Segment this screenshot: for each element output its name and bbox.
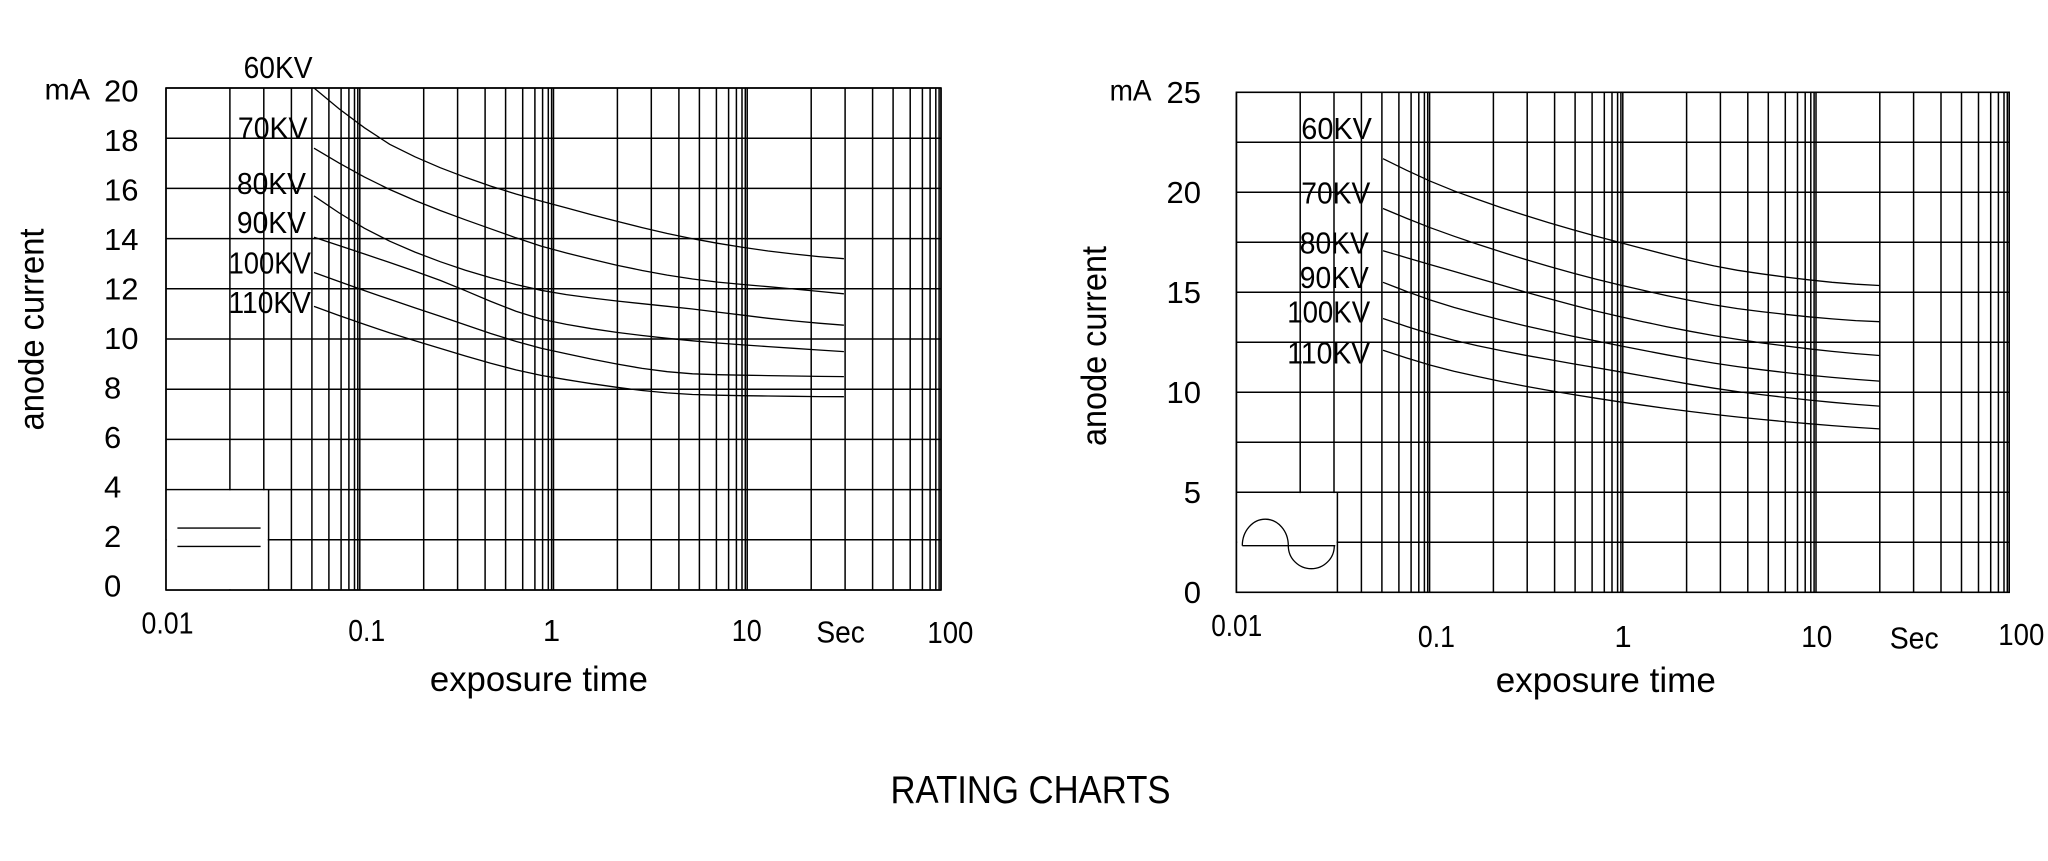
svg-text:80KV: 80KV [1300, 226, 1369, 261]
svg-text:anode current: anode current [12, 228, 52, 430]
svg-text:1: 1 [1614, 619, 1631, 654]
svg-text:20: 20 [104, 74, 138, 109]
svg-text:0.1: 0.1 [348, 613, 385, 648]
svg-text:14: 14 [104, 222, 138, 257]
svg-text:mA: mA [45, 74, 91, 107]
svg-text:100: 100 [1998, 617, 2044, 652]
svg-text:60KV: 60KV [1301, 111, 1372, 146]
svg-text:0.1: 0.1 [1418, 619, 1455, 654]
svg-text:70KV: 70KV [1301, 175, 1370, 210]
svg-text:8: 8 [104, 371, 121, 406]
svg-text:100KV: 100KV [1287, 295, 1370, 330]
svg-text:15: 15 [1167, 275, 1201, 310]
svg-text:0.01: 0.01 [1211, 608, 1262, 643]
svg-text:2: 2 [104, 519, 121, 554]
svg-text:exposure time: exposure time [430, 660, 648, 699]
svg-text:Sec: Sec [816, 615, 865, 650]
svg-text:90KV: 90KV [237, 205, 306, 240]
svg-text:Sec: Sec [1890, 621, 1939, 656]
svg-text:0.01: 0.01 [142, 606, 194, 641]
svg-text:mA: mA [1110, 75, 1152, 108]
svg-text:90KV: 90KV [1300, 260, 1369, 295]
svg-text:10: 10 [104, 321, 138, 356]
svg-text:110KV: 110KV [1287, 335, 1370, 370]
svg-text:6: 6 [104, 420, 121, 455]
svg-text:10: 10 [1801, 619, 1832, 654]
svg-text:5: 5 [1184, 475, 1201, 510]
svg-text:18: 18 [104, 123, 138, 158]
svg-text:60KV: 60KV [244, 50, 313, 85]
svg-text:25: 25 [1167, 75, 1201, 110]
svg-text:20: 20 [1167, 175, 1201, 210]
svg-text:80KV: 80KV [237, 166, 306, 201]
svg-text:exposure time: exposure time [1496, 661, 1716, 700]
svg-text:anode current: anode current [1074, 246, 1114, 446]
svg-text:4: 4 [104, 470, 121, 505]
svg-text:110KV: 110KV [229, 285, 312, 320]
svg-text:16: 16 [104, 173, 138, 208]
svg-text:10: 10 [732, 613, 762, 648]
svg-text:0: 0 [1184, 575, 1201, 610]
svg-text:70KV: 70KV [238, 111, 308, 146]
svg-text:10: 10 [1167, 375, 1201, 410]
svg-text:100: 100 [927, 615, 973, 650]
svg-text:12: 12 [104, 272, 138, 307]
svg-text:0: 0 [104, 569, 121, 604]
svg-text:100KV: 100KV [229, 246, 312, 281]
svg-text:1: 1 [543, 613, 560, 648]
svg-text:RATING CHARTS: RATING CHARTS [891, 769, 1171, 812]
